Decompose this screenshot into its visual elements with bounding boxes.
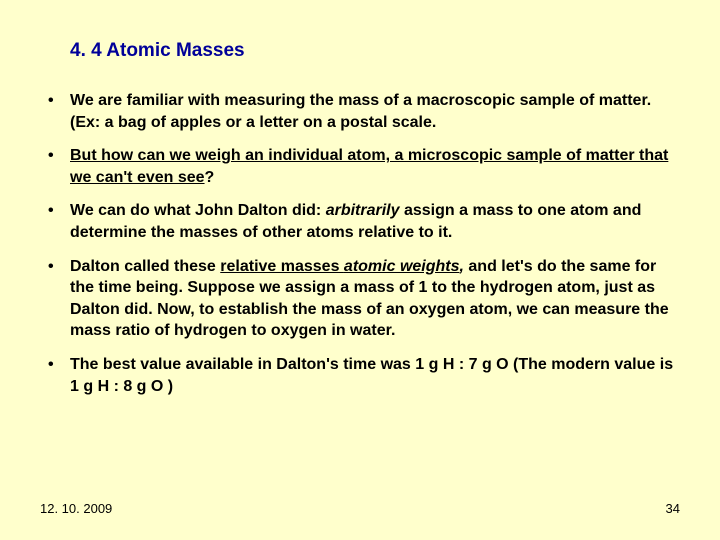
bullet-item: The best value available in Dalton's tim… [40,354,680,397]
bullet-text: We are familiar with measuring the mass … [70,92,651,131]
bullet-item: Dalton called these relative masses atom… [40,256,680,342]
bullet-item: We can do what John Dalton did: arbitrar… [40,200,680,243]
bullet-text: Dalton called these [70,258,220,275]
bullet-item: But how can we weigh an individual atom,… [40,145,680,188]
footer-page-number: 34 [666,501,680,516]
bullet-text: ? [205,169,215,186]
bullet-item: We are familiar with measuring the mass … [40,90,680,133]
slide-footer: 12. 10. 2009 34 [40,501,680,516]
bullet-text-italic: arbitrarily [326,202,400,219]
bullet-text-underlined: But how can we weigh an individual atom,… [70,147,668,186]
bullet-text: We can do what John Dalton did: [70,202,326,219]
bullet-text-underlined-italic: atomic weights [344,258,460,275]
footer-date: 12. 10. 2009 [40,501,112,516]
bullet-text-underlined: relative masses [220,258,344,275]
slide-title: 4. 4 Atomic Masses [70,40,680,62]
bullet-list: We are familiar with measuring the mass … [40,90,680,397]
bullet-text: The best value available in Dalton's tim… [70,356,673,395]
